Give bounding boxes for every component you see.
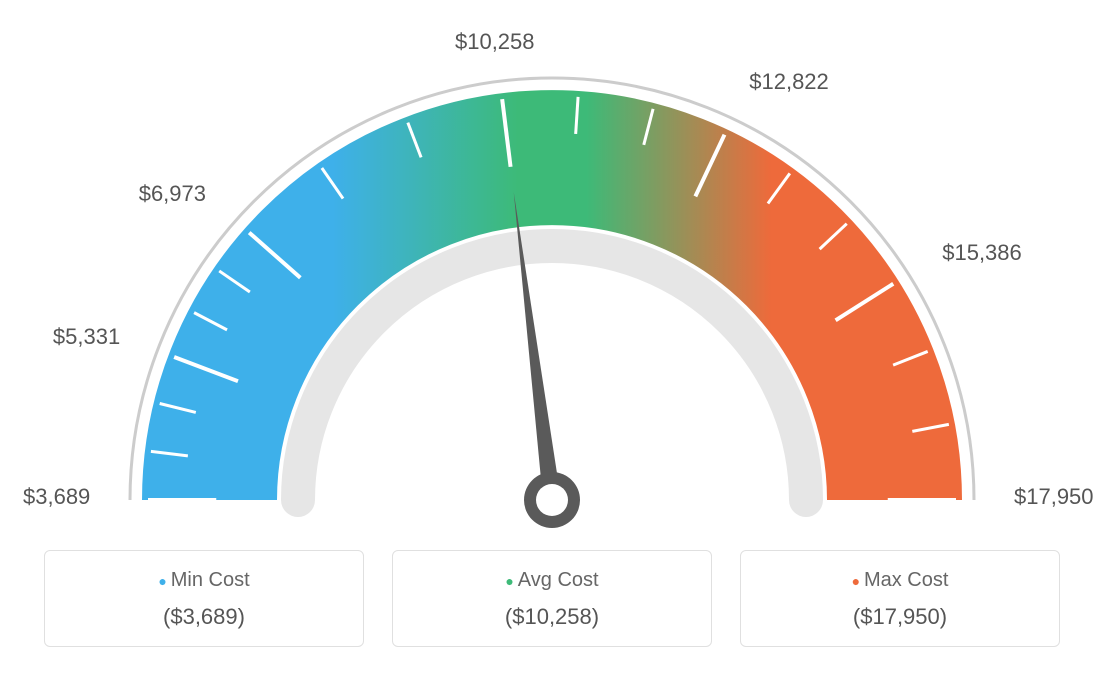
gauge-chart: $3,689$5,331$6,973$10,258$12,822$15,386$… — [22, 20, 1082, 530]
gauge-tick-label: $5,331 — [53, 324, 120, 350]
legend-max-label: Max Cost — [751, 569, 1049, 592]
legend-avg-card: Avg Cost ($10,258) — [392, 550, 712, 647]
legend-max-value: ($17,950) — [751, 604, 1049, 630]
legend-min-label: Min Cost — [55, 569, 353, 592]
gauge-tick-label: $15,386 — [942, 240, 1022, 266]
gauge-tick-label: $3,689 — [23, 484, 90, 510]
gauge-tick-label: $6,973 — [139, 181, 206, 207]
gauge-needle-hub-hole — [536, 484, 568, 516]
gauge-tick-label: $12,822 — [749, 69, 829, 95]
legend-avg-value: ($10,258) — [403, 604, 701, 630]
legend-max-card: Max Cost ($17,950) — [740, 550, 1060, 647]
legend-min-value: ($3,689) — [55, 604, 353, 630]
legend-row: Min Cost ($3,689) Avg Cost ($10,258) Max… — [20, 550, 1084, 647]
gauge-tick-label: $17,950 — [1014, 484, 1094, 510]
gauge-svg — [22, 20, 1082, 530]
gauge-tick-label: $10,258 — [455, 29, 535, 55]
legend-min-card: Min Cost ($3,689) — [44, 550, 364, 647]
legend-avg-label: Avg Cost — [403, 569, 701, 592]
